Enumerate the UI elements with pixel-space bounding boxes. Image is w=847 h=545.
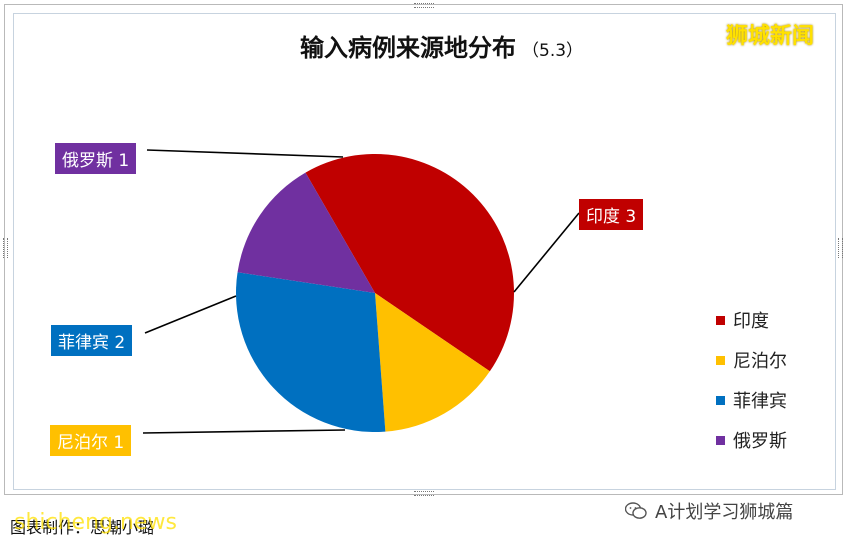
legend-swatch [716,395,725,405]
legend-item-russia: 俄罗斯 [716,420,787,460]
bottom-watermark: shicheng.news [14,510,177,535]
legend-swatch [716,435,725,445]
resize-handle-right[interactable] [838,238,843,258]
legend-swatch [716,355,725,365]
chart-title-text: 输入病例来源地分布 [300,34,516,62]
pie-slice-russia [237,172,375,293]
legend-item-india: 印度 [716,300,787,340]
pie-slice-india [305,154,514,372]
pie-slice-nepal [375,293,490,432]
leader-line-philippines [144,295,237,334]
account-label: A计划学习狮城篇 [655,502,794,523]
legend-label: 印度 [733,311,769,332]
chart-subtitle: （5.3） [522,41,584,61]
leader-line-nepal [142,429,346,434]
leader-line-russia [146,149,344,158]
wechat-icon [625,502,647,519]
leader-line-india [513,212,580,293]
legend-swatch [716,315,725,325]
account-badge: A计划学习狮城篇 [625,498,793,524]
data-label-russia: 俄罗斯 1 [55,143,137,174]
resize-handle-left[interactable] [3,238,8,258]
data-label-india: 印度 3 [579,199,644,230]
chart-title: 输入病例来源地分布 （5.3） [300,28,583,63]
legend-label: 俄罗斯 [733,431,787,452]
data-label-nepal: 尼泊尔 1 [50,425,132,456]
credit-text: 图表制作：思潮小璐 [10,518,155,537]
legend-item-nepal: 尼泊尔 [716,340,787,380]
legend-label: 菲律宾 [733,391,787,412]
top-watermark: 狮城新闻 [726,24,815,49]
plot-area-border [13,13,836,490]
resize-handle-bottom[interactable] [414,491,434,496]
data-label-philippines: 菲律宾 2 [51,325,133,356]
resize-handle-top[interactable] [414,3,434,8]
pie-slice-philippines [236,272,386,432]
legend-item-philippines: 菲律宾 [716,380,787,420]
legend-label: 尼泊尔 [733,351,787,372]
legend: 印度 尼泊尔 菲律宾 俄罗斯 [716,300,787,460]
